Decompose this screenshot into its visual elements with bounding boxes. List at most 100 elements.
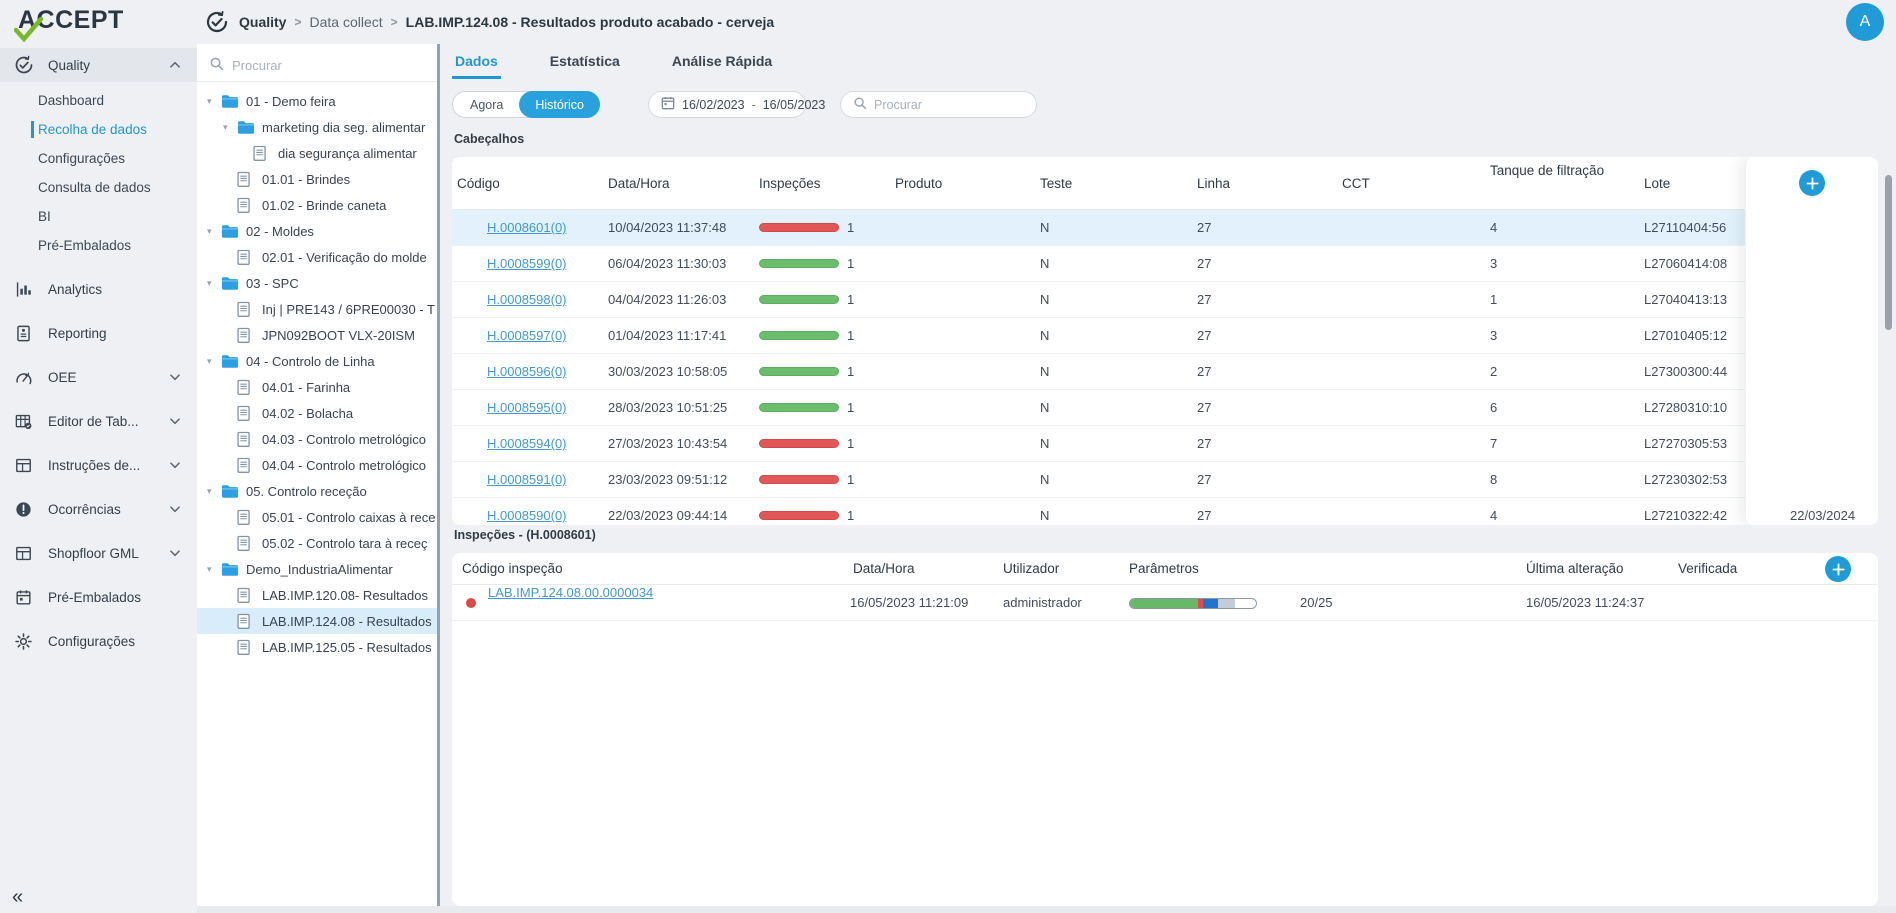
- sidebar-item-configuracoes[interactable]: Configurações: [0, 624, 197, 658]
- table-search-input[interactable]: [874, 97, 1024, 112]
- sidebar-subitem-consulta-de-dados[interactable]: Consulta de dados: [38, 180, 151, 195]
- sidebar-item-reporting[interactable]: Reporting: [0, 316, 197, 350]
- tree-search-input[interactable]: [232, 58, 425, 73]
- sidebar-subitem-configura-es[interactable]: Configurações: [38, 151, 126, 166]
- header-linha: 27: [1197, 292, 1212, 307]
- header-code-link[interactable]: H.0008597(0): [487, 328, 567, 343]
- user-avatar[interactable]: A: [1846, 3, 1884, 41]
- tree-item-01-demo-feira[interactable]: ▾ 01 - Demo feira: [197, 88, 437, 114]
- tree-item-02-01-verifica-o-do-molde[interactable]: 02.01 - Verificação do molde: [197, 244, 437, 270]
- parameters-progress-bar: [1129, 598, 1257, 609]
- add-header-button[interactable]: [1799, 170, 1825, 196]
- tree-item-02-moldes[interactable]: ▾ 02 - Moldes: [197, 218, 437, 244]
- inspection-user: administrador: [1003, 595, 1082, 610]
- tree-item-04-01-farinha[interactable]: 04.01 - Farinha: [197, 374, 437, 400]
- date-range-picker[interactable]: 16/02/2023 - 16/05/2023: [648, 91, 825, 118]
- header-tanque: 1: [1490, 292, 1498, 307]
- tree-item-inj-pre143-6pre00030-t[interactable]: Inj | PRE143 / 6PRE00030 - T: [197, 296, 437, 322]
- tree-item-01-02-brinde-caneta[interactable]: 01.02 - Brinde caneta: [197, 192, 437, 218]
- breadcrumb-section[interactable]: Data collect: [309, 14, 383, 30]
- tree-item-04-02-bolacha[interactable]: 04.02 - Bolacha: [197, 400, 437, 426]
- tree-expander-icon[interactable]: ▾: [207, 225, 212, 236]
- header-teste: N: [1040, 364, 1050, 379]
- sidebar-subitem-bi[interactable]: BI: [38, 209, 51, 224]
- tree-expander-icon[interactable]: ▾: [207, 95, 212, 106]
- panel-divider[interactable]: [437, 44, 440, 913]
- header-row-h-0008594-0[interactable]: H.0008594(0) 27/03/2023 10:43:54 1 N 27 7 L272…: [452, 426, 1878, 462]
- doc-icon: [237, 301, 257, 318]
- header-row-h-0008596-0[interactable]: H.0008596(0) 30/03/2023 10:58:05 1 N 27 2 L273…: [452, 354, 1878, 390]
- tab-analise-rapida[interactable]: Análise Rápida: [671, 53, 773, 69]
- header-row-h-0008597-0[interactable]: H.0008597(0) 01/04/2023 11:17:41 1 N 27 3 L270…: [452, 318, 1878, 354]
- header-row-h-0008595-0[interactable]: H.0008595(0) 28/03/2023 10:51:25 1 N 27 6 L272…: [452, 390, 1878, 426]
- tree-item-05-01-controlo-caixas-rece[interactable]: 05.01 - Controlo caixas à rece: [197, 504, 437, 530]
- tree-item-03-spc[interactable]: ▾ 03 - SPC: [197, 270, 437, 296]
- header-code-link[interactable]: H.0008595(0): [487, 400, 567, 415]
- header-row-h-0008598-0[interactable]: H.0008598(0) 04/04/2023 11:26:03 1 N 27 1 L270…: [452, 282, 1878, 318]
- tree-item-05-controlo-rece-o[interactable]: ▾ 05. Controlo receção: [197, 478, 437, 504]
- sidebar-subitem-pr-embalados[interactable]: Pré-Embalados: [38, 238, 132, 253]
- tree-expander-icon[interactable]: ▾: [223, 121, 228, 132]
- tree-item-lab-imp-120-08-resultados[interactable]: LAB.IMP.120.08- Resultados: [197, 582, 437, 608]
- tree-item-jpn092boot-vlx-20ism[interactable]: JPN092BOOT VLX-20ISM: [197, 322, 437, 348]
- header-code-link[interactable]: H.0008596(0): [487, 364, 567, 379]
- sidebar-item-editor-de-tabelas[interactable]: Editor de Tab...: [0, 404, 197, 438]
- sidebar-item-pre-embalados[interactable]: Pré-Embalados: [0, 580, 197, 614]
- header-teste: N: [1040, 472, 1050, 487]
- tree-item-label: LAB.IMP.120.08- Resultados: [262, 587, 428, 603]
- header-code-link[interactable]: H.0008591(0): [487, 472, 567, 487]
- table-search: [840, 91, 1037, 118]
- status-bar-green: [759, 331, 839, 340]
- header-row-h-0008590-0[interactable]: H.0008590(0) 22/03/2023 09:44:14 1 N 27 4 L272…: [452, 498, 1878, 525]
- sidebar-item-quality[interactable]: Quality: [0, 48, 197, 82]
- header-tanque: 8: [1490, 472, 1498, 487]
- tree-item-dia-seguran-a-alimentar[interactable]: dia segurança alimentar: [197, 140, 437, 166]
- header-code-link[interactable]: H.0008599(0): [487, 256, 567, 271]
- tree-item-lab-imp-125-05-resultados[interactable]: LAB.IMP.125.05 - Resultados: [197, 634, 437, 660]
- toggle-agora-button[interactable]: Agora: [470, 97, 504, 112]
- tree-item-04-03-controlo-metrol-gico[interactable]: 04.03 - Controlo metrológico: [197, 426, 437, 452]
- breadcrumb-current: LAB.IMP.124.08 - Resultados produto acab…: [405, 14, 775, 30]
- header-code-link[interactable]: H.0008598(0): [487, 292, 567, 307]
- layout-icon: [14, 456, 38, 475]
- tree-expander-icon[interactable]: ▾: [207, 355, 212, 366]
- tree-item-05-02-controlo-tara-rece[interactable]: 05.02 - Controlo tara à receç: [197, 530, 437, 556]
- add-inspection-button[interactable]: [1825, 556, 1851, 582]
- tree-item-04-controlo-de-linha[interactable]: ▾ 04 - Controlo de Linha: [197, 348, 437, 374]
- header-row-h-0008599-0[interactable]: H.0008599(0) 06/04/2023 11:30:03 1 N 27 3 L270…: [452, 246, 1878, 282]
- date-from[interactable]: 16/02/2023: [682, 97, 745, 112]
- inspections-count: 1: [847, 508, 855, 523]
- vertical-scrollbar[interactable]: [1885, 175, 1892, 330]
- header-row-h-0008601-0[interactable]: H.0008601(0) 10/04/2023 11:37:48 1 N 27 4 L271…: [452, 210, 1878, 246]
- inspection-code-link[interactable]: LAB.IMP.124.08.00.0000034: [488, 585, 654, 600]
- header-tanque: 4: [1490, 508, 1498, 523]
- sidebar-item-analytics[interactable]: Analytics: [0, 272, 197, 306]
- header-code-link[interactable]: H.0008590(0): [487, 508, 567, 523]
- tab-dados[interactable]: Dados: [452, 53, 501, 79]
- sidebar-item-oee[interactable]: OEE: [0, 360, 197, 394]
- sidebar-subitem-dashboard[interactable]: Dashboard: [38, 93, 105, 108]
- header-row-h-0008591-0[interactable]: H.0008591(0) 23/03/2023 09:51:12 1 N 27 8 L272…: [452, 462, 1878, 498]
- toggle-historico-button[interactable]: Histórico: [519, 91, 600, 118]
- inspection-row[interactable]: LAB.IMP.124.08.00.0000034 16/05/2023 11:…: [452, 585, 1878, 621]
- date-to[interactable]: 16/05/2023: [762, 97, 826, 112]
- tree-item-marketing-dia-seg-alimentar[interactable]: ▾ marketing dia seg. alimentar: [197, 114, 437, 140]
- tree-expander-icon[interactable]: ▾: [207, 485, 212, 496]
- breadcrumb-root[interactable]: Quality: [239, 14, 287, 30]
- tree-expander-icon[interactable]: ▾: [207, 277, 212, 288]
- inspections-status: 1: [759, 436, 895, 451]
- header-code-link[interactable]: H.0008594(0): [487, 436, 567, 451]
- sidebar-item-ocorrencias[interactable]: Ocorrências: [0, 492, 197, 526]
- sidebar-collapse-button[interactable]: «: [12, 886, 23, 908]
- tree-item-lab-imp-124-08-resultados[interactable]: LAB.IMP.124.08 - Resultados: [197, 608, 437, 634]
- tree-item-01-01-brindes[interactable]: 01.01 - Brindes: [197, 166, 437, 192]
- tree-search: [197, 50, 437, 82]
- sidebar-subitem-recolha-de-dados[interactable]: Recolha de dados: [0, 115, 197, 144]
- tree-expander-icon[interactable]: ▾: [207, 563, 212, 574]
- sidebar-item-shopfloor-gml[interactable]: Shopfloor GML: [0, 536, 197, 570]
- sidebar-item-instrucoes-de[interactable]: Instruções de...: [0, 448, 197, 482]
- tab-estatistica[interactable]: Estatística: [549, 53, 620, 69]
- tree-item-04-04-controlo-metrol-gico[interactable]: 04.04 - Controlo metrológico: [197, 452, 437, 478]
- tree-item-demo-industriaalimentar[interactable]: ▾ Demo_IndustriaAlimentar: [197, 556, 437, 582]
- header-code-link[interactable]: H.0008601(0): [487, 220, 567, 235]
